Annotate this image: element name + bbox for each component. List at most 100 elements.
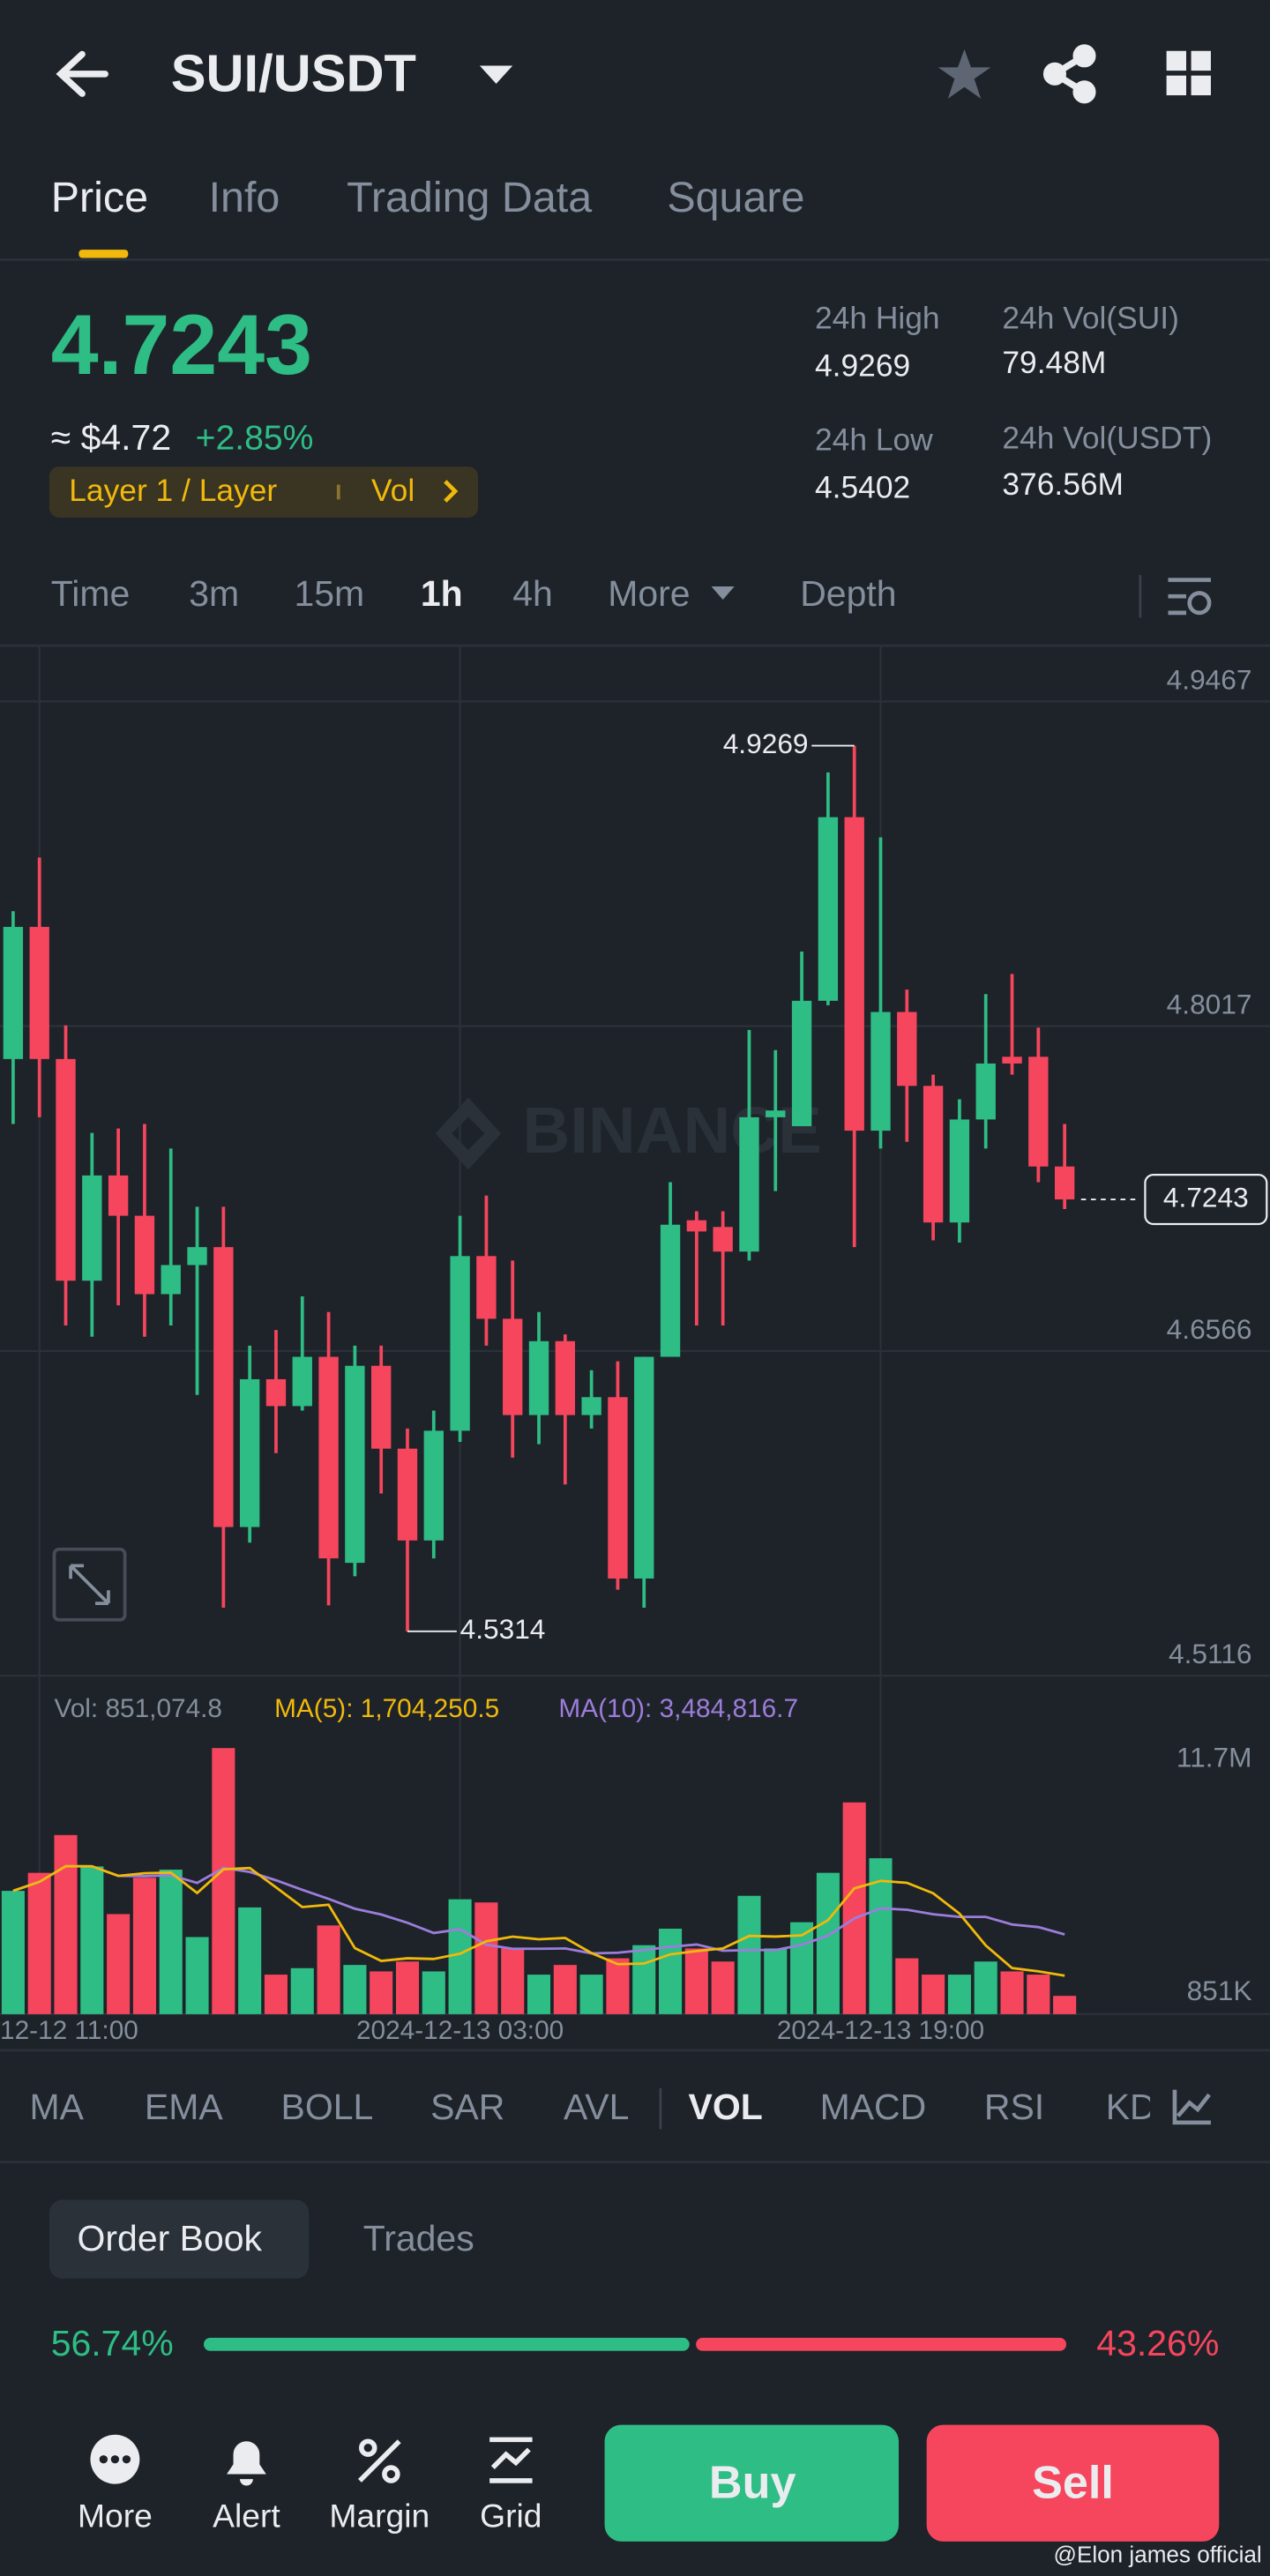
last-price-box — [1144, 1173, 1268, 1226]
indicator-tab[interactable]: MA — [30, 2087, 85, 2127]
candle-body — [713, 1227, 733, 1252]
volume-bar — [54, 1834, 78, 2014]
volume-bar — [842, 1802, 866, 2014]
indicator-tab[interactable]: EMA — [145, 2087, 223, 2127]
footer-action[interactable]: Alert — [213, 2498, 280, 2535]
volume-bar — [474, 1902, 498, 2014]
interval[interactable]: Depth — [800, 573, 896, 614]
credit-watermark: @Elon james official — [1054, 2542, 1262, 2568]
volume-bar — [974, 1961, 997, 2014]
buy-label[interactable]: Buy — [709, 2457, 796, 2508]
stat-value: 4.5402 — [815, 470, 910, 504]
orderbook-tab-bg — [49, 2199, 310, 2279]
footer-action[interactable]: Grid — [480, 2498, 542, 2535]
favorite-icon[interactable] — [938, 49, 991, 99]
pair-title[interactable]: SUI/USDT — [171, 43, 416, 102]
buy-button[interactable] — [604, 2424, 899, 2542]
x-tick-label: 12-12 11:00 — [0, 2016, 138, 2045]
candle-body — [1002, 1057, 1022, 1064]
volume-bar — [816, 1872, 840, 2014]
candle-body — [161, 1265, 181, 1295]
interval[interactable]: 3m — [189, 573, 239, 614]
expand-button[interactable] — [52, 1547, 127, 1622]
ma5-label: MA(5): 1,704,250.5 — [274, 1694, 499, 1723]
share-icon[interactable] — [1042, 44, 1096, 104]
interval[interactable]: More — [608, 573, 690, 614]
volume-bar — [895, 1958, 919, 2014]
more-caret[interactable] — [711, 586, 735, 600]
sell-button[interactable] — [926, 2424, 1220, 2542]
volume-label: Vol: 851,074.8 — [54, 1694, 222, 1723]
grid-icon[interactable] — [489, 2437, 533, 2483]
interval[interactable]: Time — [51, 573, 131, 614]
candle-body — [608, 1397, 628, 1579]
candle-body — [528, 1340, 549, 1415]
indicator-tab[interactable]: BOLL — [281, 2087, 374, 2127]
candle-body — [265, 1378, 287, 1407]
tag-label[interactable]: Layer 1 / Layer — [69, 474, 277, 508]
y-tick-label: 4.9467 — [1167, 663, 1252, 695]
high-label: 4.9269 — [723, 728, 809, 759]
margin-icon[interactable] — [357, 2438, 401, 2483]
price-change: +2.85% — [196, 420, 314, 458]
indicator-tab[interactable]: AVL — [564, 2087, 629, 2127]
volume-bar — [238, 1907, 262, 2014]
candle-body — [134, 1215, 155, 1295]
volume-bar — [317, 1925, 340, 2014]
stat-label: 24h Low — [815, 422, 933, 457]
y-tick-label: 4.5116 — [1169, 1638, 1251, 1669]
back-button[interactable] — [56, 50, 108, 97]
pair-dropdown[interactable] — [479, 65, 513, 85]
stat-value: 376.56M — [1002, 467, 1124, 502]
y-tick-label: 4.8017 — [1167, 989, 1252, 1020]
sell-label[interactable]: Sell — [1032, 2457, 1114, 2508]
volume-bar — [185, 1937, 209, 2014]
volume-bar — [553, 1965, 577, 2014]
volume-bar — [1027, 1975, 1050, 2014]
tab[interactable]: Square — [667, 174, 804, 221]
footer-action[interactable]: Margin — [329, 2498, 430, 2535]
indicator-tab[interactable]: SAR — [430, 2087, 504, 2127]
interval[interactable]: 4h — [512, 573, 553, 614]
ma10-label: MA(10): 3,484,816.7 — [558, 1694, 798, 1723]
more-icon[interactable] — [90, 2434, 140, 2484]
indicator-tab[interactable]: MACD — [820, 2087, 927, 2127]
footer-action[interactable]: More — [78, 2498, 153, 2535]
candle-body — [292, 1356, 312, 1407]
tag-label[interactable]: Vol — [371, 474, 415, 508]
volume-tick-label: 11.7M — [1177, 1742, 1252, 1773]
tab[interactable]: Info — [209, 174, 280, 221]
candle-body — [476, 1256, 497, 1319]
alert-icon[interactable] — [227, 2441, 266, 2486]
interval[interactable]: 1h — [421, 573, 463, 614]
volume-bar — [27, 1872, 51, 2014]
indicator-tab[interactable]: RSI — [984, 2087, 1044, 2127]
trades-tab[interactable]: Trades — [363, 2218, 474, 2259]
volume-bar — [1, 1891, 25, 2014]
candle-body — [213, 1247, 234, 1527]
interval[interactable]: 15m — [294, 573, 364, 614]
volume-bar — [159, 1870, 183, 2014]
chart-settings-icon[interactable] — [1168, 578, 1212, 616]
menu-icon[interactable] — [1166, 50, 1211, 96]
candle-body — [318, 1356, 339, 1559]
tab[interactable]: Trading Data — [347, 174, 592, 221]
candle-body — [3, 927, 24, 1059]
ma10-line — [12, 1864, 1065, 1955]
orderbook-tab[interactable]: Order Book — [78, 2218, 263, 2259]
candle-body — [450, 1256, 470, 1431]
candle-body — [239, 1378, 260, 1527]
tab[interactable]: Price — [51, 174, 148, 221]
candle-body — [371, 1365, 392, 1449]
volume-tick-label: 851K — [1187, 1975, 1252, 2006]
sell-ratio: 43.26% — [1096, 2323, 1219, 2363]
tag-chip[interactable] — [49, 467, 479, 518]
stat-value: 4.9269 — [815, 349, 910, 384]
candle-body — [844, 817, 864, 1131]
candle-body — [923, 1086, 944, 1223]
indicator-tab[interactable]: VOL — [689, 2087, 763, 2127]
indicator-settings-icon[interactable] — [1172, 2089, 1211, 2125]
volume-bar — [264, 1975, 288, 2014]
candle-body — [423, 1430, 444, 1541]
indicator-tab[interactable]: KD — [1106, 2087, 1156, 2127]
